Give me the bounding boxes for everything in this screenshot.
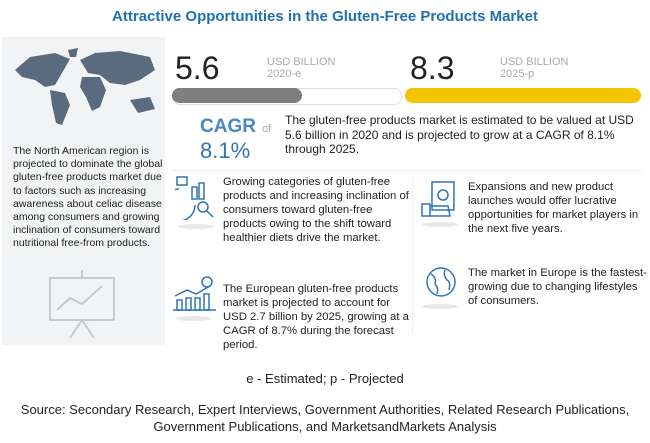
icon-shadow: [422, 222, 458, 227]
icon-shadow: [422, 304, 458, 309]
end-value: 8.3: [410, 50, 455, 86]
divider: [412, 174, 413, 334]
legend-note: e - Estimated; p - Projected: [246, 371, 404, 386]
insight-text: The European gluten-free products market…: [223, 283, 409, 351]
end-bar: [405, 88, 641, 103]
start-year: 2020-e: [267, 68, 302, 80]
cagr-of: of: [261, 123, 272, 135]
end-year: 2025-p: [500, 68, 535, 80]
globe-icon: [426, 267, 456, 297]
end-unit: USD BILLION: [500, 56, 569, 68]
analytics-icon: [175, 176, 214, 220]
insight-text: The market in Europe is the fastest-grow…: [468, 267, 647, 307]
divider: [172, 170, 642, 171]
source-line: Government Publications, and MarketsandM…: [153, 419, 497, 434]
growth-chart-icon: [173, 276, 216, 311]
start-unit: USD BILLION: [267, 56, 336, 68]
icon-shadow: [178, 224, 214, 229]
money-hand-icon: [421, 181, 455, 217]
market-description: The gluten-free products market is estim…: [285, 113, 634, 156]
cagr-label: CAGR: [200, 116, 256, 137]
cagr-heading: CAGR of: [200, 116, 271, 138]
start-value: 5.6: [175, 50, 220, 86]
start-bar: [172, 88, 302, 103]
world-map-icon: [15, 48, 155, 125]
icon-shadow: [175, 316, 211, 321]
cagr-value: 8.1%: [200, 138, 251, 163]
presentation-board-icon: [49, 270, 115, 339]
page-title: Attractive Opportunities in the Gluten-F…: [112, 8, 538, 25]
north-america-insight: The North American region is projected t…: [13, 145, 163, 250]
source-line: Source: Secondary Research, Expert Inter…: [20, 402, 630, 417]
insight-text: Expansions and new product launches woul…: [468, 181, 639, 235]
insight-text: Growing categories of gluten-free produc…: [223, 176, 409, 244]
